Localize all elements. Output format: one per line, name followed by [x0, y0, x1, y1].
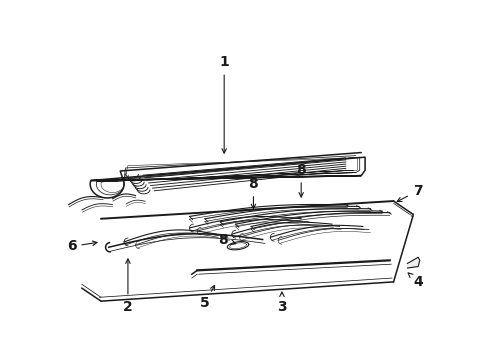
Text: 2: 2 — [123, 259, 133, 314]
Text: 8: 8 — [218, 233, 236, 247]
Text: 8: 8 — [248, 177, 258, 208]
Text: 6: 6 — [67, 239, 97, 253]
Text: 1: 1 — [220, 55, 229, 153]
Text: 8: 8 — [296, 163, 306, 197]
Text: 7: 7 — [397, 184, 422, 202]
Polygon shape — [408, 257, 420, 268]
Text: 5: 5 — [200, 285, 215, 310]
Text: 3: 3 — [277, 292, 287, 314]
Text: 4: 4 — [408, 273, 423, 289]
